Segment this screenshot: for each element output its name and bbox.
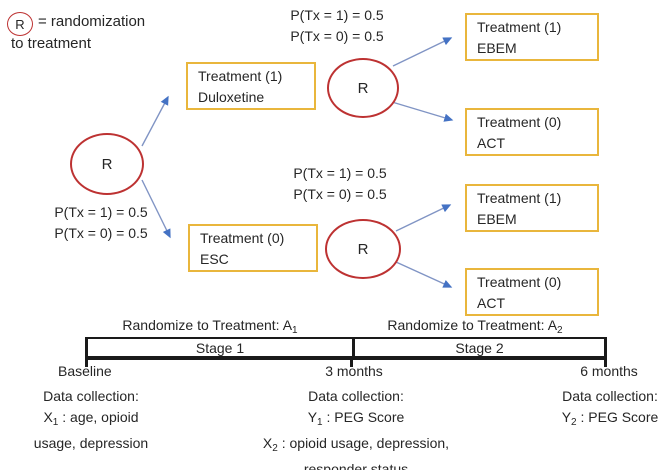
- r-label: R: [357, 240, 369, 258]
- randomize-label-sub: 1: [292, 325, 298, 336]
- prob-line: P(Tx = 1) = 0.5: [54, 204, 148, 220]
- timepoint-baseline: Baseline: [58, 363, 112, 379]
- arrow-r2-to-act: [391, 101, 454, 122]
- data-collection-title: Data collection:: [308, 388, 404, 404]
- prob-line: P(Tx = 0) = 0.5: [54, 225, 148, 241]
- r-label: R: [101, 155, 113, 173]
- data-collection-6months: Data collection: Y2 : PEG Score: [535, 386, 672, 433]
- data-collection-line: usage, depression: [33, 435, 149, 451]
- prob-line: P(Tx = 1) = 0.5: [290, 7, 384, 23]
- treatment-box-duloxetine: Treatment (1) Duloxetine: [186, 62, 316, 110]
- legend-r-circle: R: [7, 12, 33, 36]
- treatment-box-act-bottom: Treatment (0) ACT: [465, 268, 599, 316]
- arrow-r3-to-ebem: [395, 204, 452, 232]
- randomize-label-a2: Randomize to Treatment: A2: [375, 315, 575, 341]
- stage1-cell: Stage 1: [195, 340, 245, 356]
- tick-3months: [350, 359, 353, 367]
- timepoint-6months: 6 months: [580, 363, 638, 379]
- randomize-label-text: Randomize to Treatment: A: [122, 317, 293, 333]
- treatment-line1: Treatment (1): [198, 68, 283, 84]
- treatment-line1: Treatment (1): [477, 190, 562, 206]
- treatment-line2: Duloxetine: [198, 89, 265, 105]
- treatment-box-ebem-bottom: Treatment (1) EBEM: [465, 184, 599, 232]
- prob-label-stage1: P(Tx = 1) = 0.5 P(Tx = 0) = 0.5: [40, 202, 162, 244]
- timeline-divider: [352, 339, 355, 356]
- treatment-line2: ACT: [477, 295, 505, 311]
- treatment-line2: ACT: [477, 135, 505, 151]
- prob-label-stage2-bottom: P(Tx = 1) = 0.5 P(Tx = 0) = 0.5: [279, 163, 401, 205]
- treatment-line1: Treatment (0): [200, 230, 285, 246]
- randomization-node-1: R: [70, 133, 144, 195]
- prob-line: P(Tx = 0) = 0.5: [290, 28, 384, 44]
- arrow-r2-to-ebem: [392, 37, 453, 67]
- data-collection-line: X1 : age, opioid: [43, 409, 139, 428]
- data-collection-title: Data collection:: [43, 388, 139, 404]
- legend-text-line2: to treatment: [11, 35, 92, 52]
- treatment-line1: Treatment (1): [477, 19, 562, 35]
- randomization-node-3: R: [325, 219, 401, 279]
- data-collection-line: X2 : opioid usage, depression,: [262, 435, 450, 454]
- stage2-cell: Stage 2: [455, 340, 504, 356]
- treatment-line2: EBEM: [477, 40, 517, 56]
- data-collection-line: Y1 : PEG Score: [307, 409, 405, 428]
- randomization-node-2: R: [327, 58, 399, 118]
- prob-label-stage2-top: P(Tx = 1) = 0.5 P(Tx = 0) = 0.5: [276, 5, 398, 47]
- timepoint-3months: 3 months: [325, 363, 383, 379]
- data-collection-line: Y2 : PEG Score: [561, 409, 659, 428]
- randomize-label-a1: Randomize to Treatment: A1: [110, 315, 310, 341]
- legend-text-line1: = randomization: [38, 13, 146, 30]
- data-collection-title: Data collection:: [562, 388, 658, 404]
- legend-r-label: R: [15, 16, 25, 32]
- r-label: R: [357, 79, 369, 97]
- treatment-line1: Treatment (0): [477, 114, 562, 130]
- treatment-box-esc: Treatment (0) ESC: [188, 224, 318, 272]
- randomize-label-sub: 2: [557, 325, 563, 336]
- tick-baseline: [85, 359, 88, 367]
- prob-line: P(Tx = 0) = 0.5: [293, 186, 387, 202]
- treatment-box-ebem-top: Treatment (1) EBEM: [465, 13, 599, 61]
- data-collection-line: responder status: [303, 461, 409, 470]
- treatment-line1: Treatment (0): [477, 274, 562, 290]
- treatment-line2: ESC: [200, 251, 229, 267]
- arrow-r3-to-act: [395, 261, 453, 288]
- prob-line: P(Tx = 1) = 0.5: [293, 165, 387, 181]
- treatment-line2: EBEM: [477, 211, 517, 227]
- data-collection-baseline: Data collection: X1 : age, opioid usage,…: [11, 386, 171, 459]
- randomize-label-text: Randomize to Treatment: A: [387, 317, 558, 333]
- tick-6months: [604, 359, 607, 367]
- data-collection-3months: Data collection: Y1 : PEG Score X2 : opi…: [246, 386, 466, 470]
- treatment-box-act-top: Treatment (0) ACT: [465, 108, 599, 156]
- arrow-r1-to-duloxetine: [141, 95, 169, 147]
- timeline-bar: Stage 1 Stage 2: [85, 337, 607, 360]
